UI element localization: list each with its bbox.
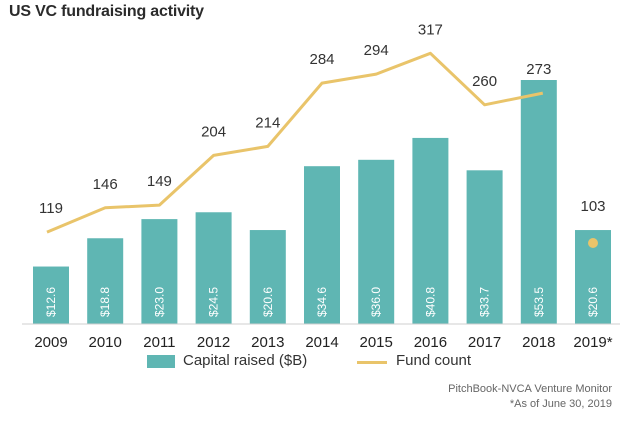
bars-layer: $12.6 $18.8 $23.0 $24.5 $20.6 $34.6 $36.0 $40.8…	[33, 80, 611, 324]
x-tick-label: 2019*	[573, 334, 612, 351]
bar-2016	[412, 137, 449, 324]
x-tick-label: 2012	[197, 334, 230, 351]
bar-2012	[195, 212, 232, 324]
legend: Capital raised ($B) Fund count	[0, 352, 635, 372]
fund-count-label: 149	[147, 173, 172, 190]
bar-2010	[87, 238, 124, 324]
bar-value-label: $34.6	[315, 287, 329, 317]
bar-value-label: $24.5	[207, 287, 221, 317]
x-tick-label: 2011	[143, 334, 175, 351]
bar-2009	[33, 266, 69, 324]
bar-value-label: $53.5	[532, 287, 546, 317]
fund-count-label: 204	[201, 123, 226, 140]
x-tick-label: 2017	[468, 334, 501, 351]
fund-count-label: 273	[526, 61, 551, 78]
fund-count-label: 146	[93, 176, 118, 193]
bar-value-label: $40.8	[423, 287, 437, 317]
x-tick-label: 2009	[34, 334, 67, 351]
legend-swatch-capital	[147, 355, 175, 368]
source-line: PitchBook-NVCA Venture Monitor	[448, 383, 612, 395]
fund-count-label: 317	[418, 21, 443, 38]
x-tick-label: 2016	[414, 334, 447, 351]
bar-2013	[249, 230, 286, 324]
fund-count-point-2019	[588, 238, 598, 248]
x-tick-label: 2010	[89, 334, 122, 351]
x-tick-label: 2015	[360, 334, 393, 351]
bar-value-label: $12.6	[44, 287, 58, 317]
bar-value-label: $33.7	[478, 287, 492, 317]
line-layer: 119 146 149 204 214 284 294 317 260 273 103	[39, 21, 606, 248]
fund-count-label: 294	[364, 42, 389, 59]
fund-count-label: 260	[472, 73, 497, 90]
x-axis: 2009 2010 2011 2012 2013 2014 2015 2016 2017 2018…	[22, 323, 620, 351]
fund-count-label: 284	[309, 51, 334, 68]
bar-value-label: $20.6	[261, 287, 275, 317]
bar-value-label: $23.0	[152, 287, 166, 317]
footnote-line: *As of June 30, 2019	[509, 398, 612, 410]
legend-swatch-fund-count	[357, 361, 387, 364]
legend-label-fund-count: Fund count	[396, 352, 472, 369]
x-tick-label: 2013	[251, 334, 284, 351]
bar-value-label: $20.6	[586, 287, 600, 317]
fund-count-label: 119	[39, 200, 63, 217]
bar-2015	[358, 159, 395, 324]
legend-label-capital: Capital raised ($B)	[183, 352, 308, 369]
bar-value-label: $36.0	[369, 287, 383, 317]
source-note: PitchBook-NVCA Venture Monitor *As of Ju…	[448, 382, 612, 412]
fund-count-label: 214	[255, 114, 280, 131]
x-tick-label: 2018	[522, 334, 555, 351]
fund-count-label: 103	[580, 198, 605, 215]
bar-value-label: $18.8	[98, 287, 112, 317]
bar-2011	[141, 219, 178, 324]
chart-title: US VC fundraising activity	[9, 3, 204, 20]
fund-count-line	[46, 51, 544, 234]
x-tick-label: 2014	[305, 334, 338, 351]
bar-2018	[520, 80, 557, 324]
bar-2017	[466, 170, 503, 324]
bar-2014	[304, 166, 340, 324]
